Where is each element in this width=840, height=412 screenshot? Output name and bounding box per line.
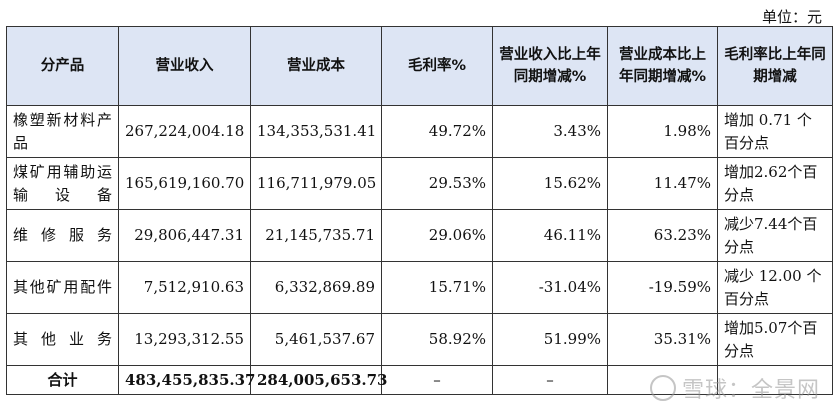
cost-change-cell: 1.98% [607,105,718,158]
margin-change-cell: 增加2.62个百分点 [717,157,833,210]
margin-cell: 58.92% [381,313,493,366]
cost-change-cell: 63.23% [607,209,718,262]
header-cost: 营业成本 [250,26,382,106]
product-name: 其他矿用配件 [6,261,119,314]
header-cost-change: 营业成本比上年同期增减% [607,26,718,106]
margin-cell: 15.71% [381,261,493,314]
revenue-cell: 29,806,447.31 [118,209,251,262]
revenue-cell: 165,619,160.70 [118,157,251,210]
cost-cell: 6,332,869.89 [250,261,382,314]
margin-change-cell: 增加5.07个百分点 [717,313,833,366]
table-row: 橡塑新材料产品 267,224,004.18 134,353,531.41 49… [6,105,833,158]
cost-cell: 116,711,979.05 [250,157,382,210]
total-cost: 284,005,653.73 [250,365,387,395]
revenue-change-cell: -31.04% [492,261,608,314]
table-row: 其他业务 13,293,312.55 5,461,537.67 58.92% 5… [6,313,833,366]
revenue-cell: 13,293,312.55 [118,313,251,366]
cost-change-cell: 11.47% [607,157,718,210]
table-row: 煤矿用辅助运输设备 165,619,160.70 116,711,979.05 … [6,157,833,210]
margin-cell: 29.06% [381,209,493,262]
revenue-cell: 267,224,004.18 [118,105,251,158]
total-empty-cell [717,365,833,395]
table-row: 其他矿用配件 7,512,910.63 6,332,869.89 15.71% … [6,261,833,314]
header-product: 分产品 [6,26,119,106]
cost-change-cell: -19.59% [607,261,718,314]
product-revenue-table: 分产品 营业收入 营业成本 毛利率% 营业收入比上年同期增减% 营业成本比上年同… [6,26,833,395]
product-name: 橡塑新材料产品 [6,105,119,158]
header-margin-change: 毛利率比上年同期增减 [717,26,833,106]
revenue-change-cell: 15.62% [492,157,608,210]
margin-change-cell: 减少 12.00 个百分点 [717,261,833,314]
margin-change-cell: 增加 0.71 个百分点 [717,105,833,158]
revenue-change-cell: 51.99% [492,313,608,366]
header-revenue: 营业收入 [118,26,251,106]
snowball-logo-icon [649,375,676,401]
revenue-change-cell: 46.11% [492,209,608,262]
header-row: 分产品 营业收入 营业成本 毛利率% 营业收入比上年同期增减% 营业成本比上年同… [6,26,833,106]
product-name: 其他业务 [6,313,119,366]
product-name: 维修服务 [6,209,119,262]
unit-label: 单位：元 [761,8,822,26]
margin-change-cell: 减少7.44个百分点 [717,209,833,262]
total-label: 合计 [6,365,119,395]
header-margin: 毛利率% [381,26,493,106]
cost-change-cell: 35.31% [607,313,718,366]
watermark: 雪球：全景网 [649,372,820,404]
total-revenue: 483,455,835.37 [118,365,255,395]
watermark-text: 雪球：全景网 [681,378,820,403]
cost-cell: 21,145,735.71 [250,209,382,262]
revenue-change-cell: 3.43% [492,105,608,158]
total-margin-dash: – [381,365,493,395]
cost-cell: 134,353,531.41 [250,105,382,158]
revenue-cell: 7,512,910.63 [118,261,251,314]
table-row: 维修服务 29,806,447.31 21,145,735.71 29.06% … [6,209,833,262]
margin-cell: 29.53% [381,157,493,210]
total-revenue-change-dash: – [492,365,608,395]
cost-cell: 5,461,537.67 [250,313,382,366]
product-name: 煤矿用辅助运输设备 [6,157,119,210]
header-revenue-change: 营业收入比上年同期增减% [492,26,608,106]
margin-cell: 49.72% [381,105,493,158]
